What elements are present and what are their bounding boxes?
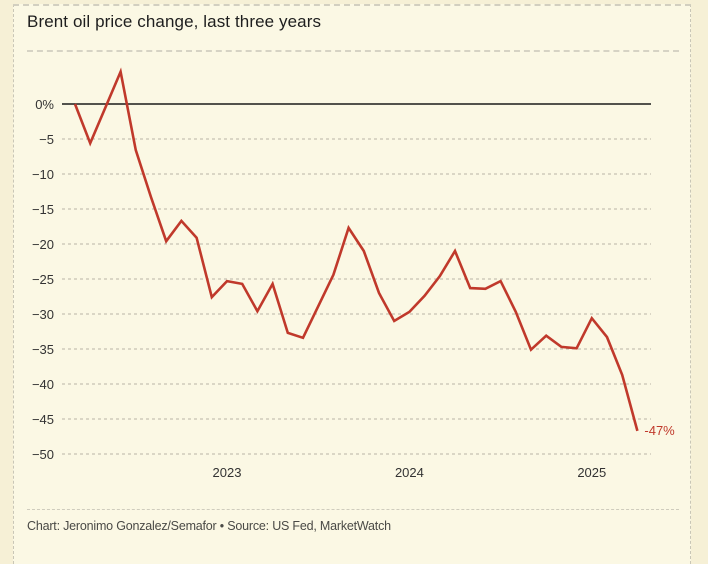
x-tick-label: 2025: [577, 465, 606, 480]
x-axis: 2023 2024 2025: [213, 465, 607, 480]
y-tick-label: −5: [39, 132, 54, 147]
y-tick-label: −15: [32, 202, 54, 217]
y-tick-label: 0%: [35, 97, 54, 112]
y-axis: 0% −5 −10 −15 −20 −25 −30 −35 −40 −45 −50: [32, 97, 54, 462]
y-tick-label: −50: [32, 447, 54, 462]
footer-divider: [27, 509, 679, 510]
y-tick-label: −25: [32, 272, 54, 287]
y-tick-label: −30: [32, 307, 54, 322]
end-value-label: -47%: [644, 423, 675, 438]
chart-title: Brent oil price change, last three years: [27, 12, 322, 31]
title-divider: [27, 50, 679, 52]
y-tick-label: −35: [32, 342, 54, 357]
y-tick-label: −10: [32, 167, 54, 182]
source-credit: Chart: Jeronimo Gonzalez/Semafor • Sourc…: [27, 519, 391, 533]
line-chart: 0% −5 −10 −15 −20 −25 −30 −35 −40 −45 −50 2023 2024…: [32, 67, 675, 480]
y-tick-label: −20: [32, 237, 54, 252]
series-line-brent: [73, 67, 639, 432]
gridlines: [62, 103, 651, 455]
y-tick-label: −40: [32, 377, 54, 392]
x-tick-label: 2023: [213, 465, 242, 480]
x-tick-label: 2024: [395, 465, 424, 480]
y-tick-label: −45: [32, 412, 54, 427]
